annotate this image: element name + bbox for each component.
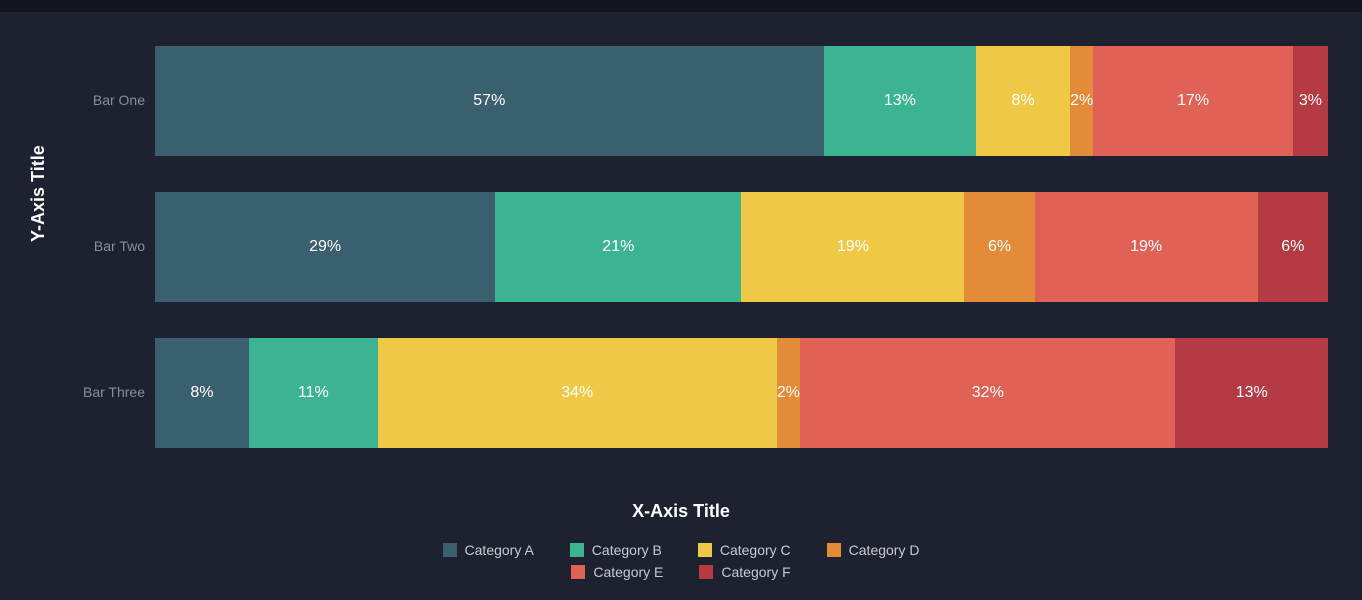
bar-segment: 13% xyxy=(1175,338,1327,448)
x-axis-title: X-Axis Title xyxy=(0,501,1362,522)
segment-value: 21% xyxy=(602,238,634,256)
segment-value: 2% xyxy=(1070,92,1093,110)
segment-value: 11% xyxy=(298,384,329,402)
legend-item: Category E xyxy=(571,564,663,580)
bar-segment: 29% xyxy=(155,192,495,302)
bar-segment: 11% xyxy=(249,338,378,448)
bar-segment: 21% xyxy=(495,192,741,302)
bar: 29% 21% 19% 6% 19% 6% xyxy=(155,192,1328,302)
bar-segment: 3% xyxy=(1293,46,1328,156)
bar-row: Bar Two29%21%19%6%19%6% xyxy=(155,192,1328,302)
segment-value: 8% xyxy=(1011,92,1034,110)
bar-segment: 34% xyxy=(378,338,777,448)
segment-value: 13% xyxy=(1236,384,1268,402)
bar-segment: 19% xyxy=(1035,192,1258,302)
bar-segment: 8% xyxy=(155,338,249,448)
bar-segment: 17% xyxy=(1093,46,1292,156)
stacked-bar-chart: Y-Axis Title Bar One 57% 13% 8% 2% 17% 3% Bar T… xyxy=(0,12,1362,600)
segment-value: 6% xyxy=(988,238,1011,256)
legend-label: Category C xyxy=(720,542,791,558)
bar-segment: 8% xyxy=(976,46,1070,156)
bar-segment: 6% xyxy=(964,192,1034,302)
legend-item: Category B xyxy=(570,542,662,558)
segment-value: 57% xyxy=(473,92,505,110)
bar-row: Bar One57%13%8%2%17%3% xyxy=(155,46,1328,156)
legend-row: Category A Category B Category C Category D xyxy=(0,542,1362,558)
legend-label: Category B xyxy=(592,542,662,558)
bar-label: Bar Three xyxy=(55,384,145,400)
segment-value: 34% xyxy=(561,384,593,402)
bar-label: Bar Two xyxy=(55,238,145,254)
legend-item: Category C xyxy=(698,542,791,558)
legend-swatch xyxy=(698,543,712,557)
segment-value: 19% xyxy=(837,238,869,256)
segment-value: 6% xyxy=(1281,238,1304,256)
bar-segment: 6% xyxy=(1258,192,1328,302)
legend-swatch xyxy=(699,565,713,579)
legend-label: Category D xyxy=(849,542,920,558)
bar-segment: 2% xyxy=(777,338,800,448)
legend-row: Category E Category F xyxy=(0,564,1362,580)
legend-label: Category A xyxy=(465,542,534,558)
legend-item: Category A xyxy=(443,542,534,558)
bar-segment: 32% xyxy=(800,338,1175,448)
bar-segment: 19% xyxy=(741,192,964,302)
bars-container: Bar One57%13%8%2%17%3%Bar Two29%21%19%6%… xyxy=(155,46,1328,484)
legend-swatch xyxy=(443,543,457,557)
legend-swatch xyxy=(571,565,585,579)
legend-swatch xyxy=(570,543,584,557)
legend-label: Category E xyxy=(593,564,663,580)
bar: 8% 11% 34% 2% 32% 13% xyxy=(155,338,1328,448)
bar-segment: 13% xyxy=(824,46,976,156)
bar-row: Bar Three8%11%34%2%32%13% xyxy=(155,338,1328,448)
segment-value: 3% xyxy=(1299,92,1322,110)
segment-value: 19% xyxy=(1130,238,1162,256)
legend-label: Category F xyxy=(721,564,790,580)
bar-segment: 57% xyxy=(155,46,824,156)
legend: Category A Category B Category C Category D… xyxy=(0,542,1362,586)
bar-segment: 2% xyxy=(1070,46,1093,156)
segment-value: 2% xyxy=(777,384,800,402)
segment-value: 29% xyxy=(309,238,341,256)
segment-value: 17% xyxy=(1177,92,1209,110)
legend-swatch xyxy=(827,543,841,557)
segment-value: 32% xyxy=(972,384,1004,402)
top-bar xyxy=(0,0,1362,12)
segment-value: 8% xyxy=(190,384,213,402)
segment-value: 13% xyxy=(884,92,916,110)
y-axis-title: Y-Axis Title xyxy=(28,145,49,242)
bar: 57% 13% 8% 2% 17% 3% xyxy=(155,46,1328,156)
legend-item: Category F xyxy=(699,564,790,580)
legend-item: Category D xyxy=(827,542,920,558)
bar-label: Bar One xyxy=(55,92,145,108)
